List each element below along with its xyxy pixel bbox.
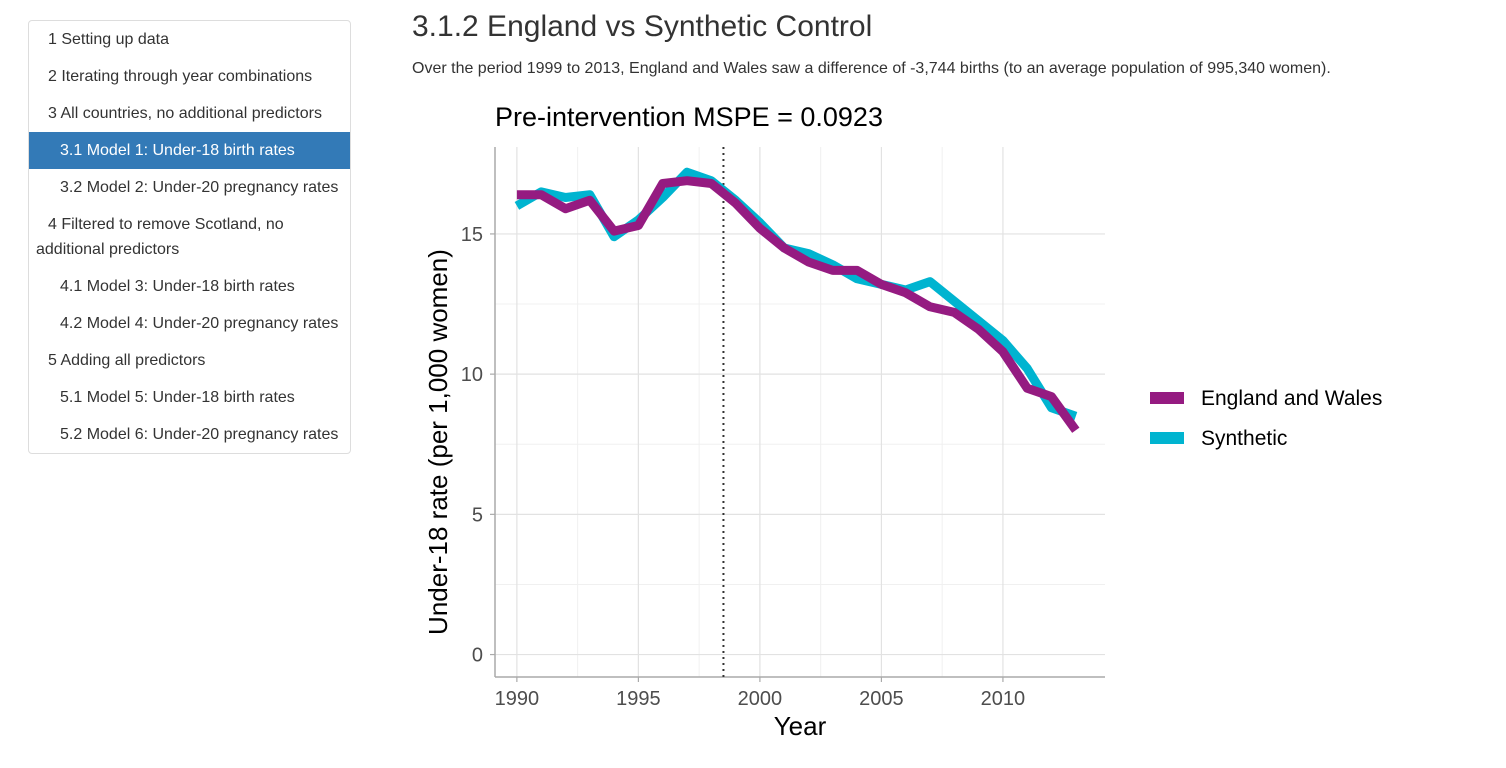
x-tick-label: 2005 [859, 688, 904, 710]
summary-text: Over the period 1999 to 2013, England an… [412, 60, 1331, 77]
y-axis-label: Under-18 rate (per 1,000 women) [423, 249, 453, 635]
legend-swatch [1150, 392, 1184, 404]
chart-title: Pre-intervention MSPE = 0.0923 [495, 102, 883, 132]
legend-label: Synthetic [1201, 427, 1287, 450]
toc-item[interactable]: 5 Adding all predictors [29, 342, 350, 379]
toc-item-label: 3.2 Model 2: Under-20 pregnancy rates [60, 179, 339, 196]
y-tick-label: 0 [472, 645, 483, 667]
toc-item[interactable]: 2 Iterating through year combinations [29, 58, 350, 95]
toc-item[interactable]: 4 Filtered to remove Scotland, no additi… [29, 206, 350, 268]
toc-item-label: 3.1 Model 1: Under-18 birth rates [60, 142, 295, 159]
x-tick-label: 2010 [981, 688, 1025, 710]
toc-item[interactable]: 4.2 Model 4: Under-20 pregnancy rates [29, 305, 350, 342]
toc-item-label: 4.1 Model 3: Under-18 birth rates [60, 278, 295, 295]
axes: 1990 1995 2000 2005 2010 0 5 10 15 [461, 147, 1105, 710]
legend: England and Wales Synthetic [1150, 387, 1382, 450]
legend-swatch [1150, 432, 1184, 444]
toc-item[interactable]: 5.1 Model 5: Under-18 birth rates [29, 379, 350, 416]
legend-label: England and Wales [1201, 387, 1382, 410]
x-tick-label: 1990 [495, 688, 540, 710]
toc-item[interactable]: 3 All countries, no additional predictor… [29, 95, 350, 132]
toc-item-label: 2 Iterating through year combinations [48, 68, 313, 85]
toc-item-label: 1 Setting up data [48, 31, 169, 48]
toc-item[interactable]: 5.2 Model 6: Under-20 pregnancy rates [29, 416, 350, 453]
toc-item-label: 5.2 Model 6: Under-20 pregnancy rates [60, 426, 339, 443]
series-line-england-and-wales [516, 176, 1080, 433]
labels: Pre-intervention MSPE = 0.0923 Year Under-… [423, 102, 883, 741]
x-tick-label: 1995 [616, 688, 661, 710]
series-lines [514, 147, 1080, 677]
toc-item-label: 5.1 Model 5: Under-18 birth rates [60, 389, 295, 406]
toc-item-label: 5 Adding all predictors [48, 352, 206, 369]
x-tick-label: 2000 [738, 688, 783, 710]
table-of-contents: 1 Setting up data 2 Iterating through yea… [28, 20, 351, 454]
toc-item[interactable]: 3.1 Model 1: Under-18 birth rates [29, 132, 350, 169]
y-tick-label: 10 [461, 364, 483, 386]
grid [495, 147, 1105, 677]
toc-item-label: 4.2 Model 4: Under-20 pregnancy rates [60, 315, 339, 332]
page-title: 3.1.2 England vs Synthetic Control [412, 10, 873, 43]
toc-item-label: 4 Filtered to remove Scotland, no additi… [36, 216, 284, 258]
x-axis-label: Year [774, 711, 827, 741]
toc-item[interactable]: 1 Setting up data [29, 21, 350, 58]
toc-item-label: 3 All countries, no additional predictor… [48, 105, 322, 122]
toc-item[interactable]: 3.2 Model 2: Under-20 pregnancy rates [29, 169, 350, 206]
synthetic-control-chart: 1990 1995 2000 2005 2010 0 5 10 15 Pre-intervent… [423, 102, 1382, 741]
toc-item[interactable]: 4.1 Model 3: Under-18 birth rates [29, 268, 350, 305]
y-tick-label: 5 [472, 504, 483, 526]
y-tick-label: 15 [461, 224, 483, 246]
